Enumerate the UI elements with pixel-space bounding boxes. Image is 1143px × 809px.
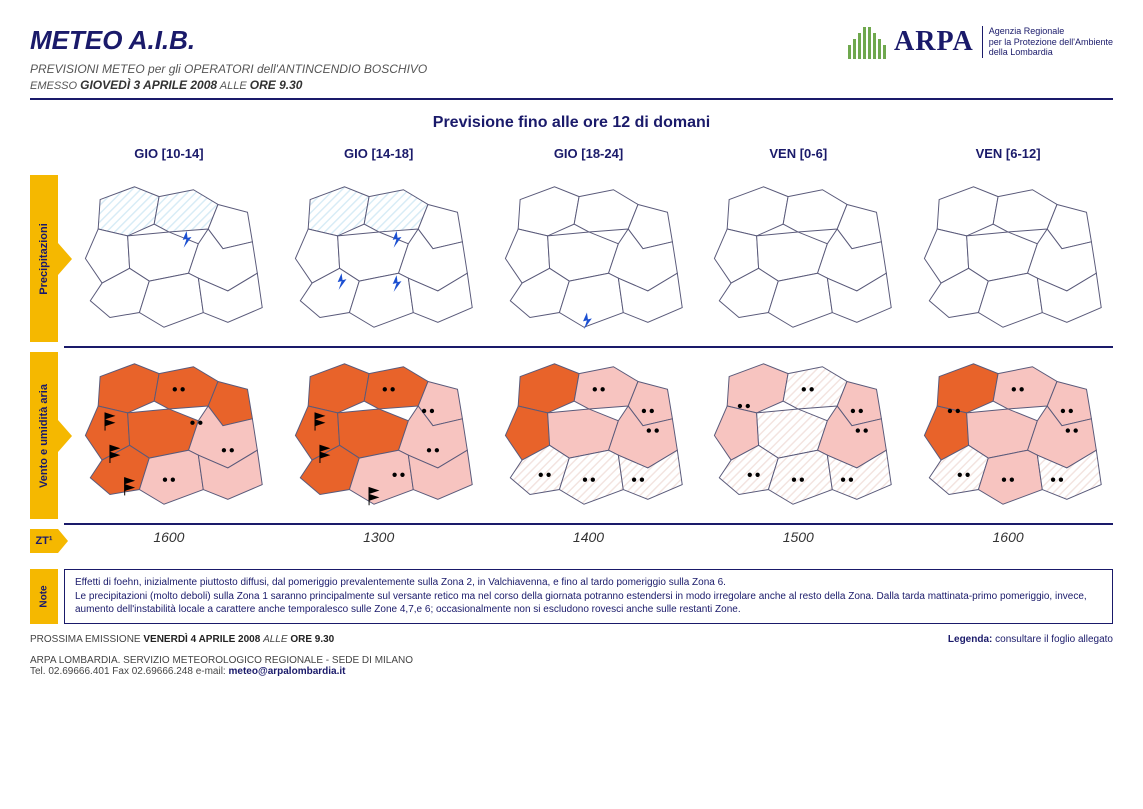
issued-alle: ALLE <box>220 80 247 92</box>
issued-time: ORE 9.30 <box>250 78 303 92</box>
zt-value: 1400 <box>484 525 694 557</box>
note-row: Note Effetti di foehn, inizialmente piut… <box>30 569 1113 624</box>
wind-map <box>64 348 274 523</box>
logo-fullname: Agenzia Regionale per la Protezione dell… <box>982 26 1113 58</box>
forecast-title: Previsione fino alle ore 12 di domani <box>30 114 1113 132</box>
issued-line: EMESSO GIOVEDÌ 3 APRILE 2008 ALLE ORE 9.… <box>30 78 848 92</box>
forecast-grid: GIO [10-14]GIO [14-18]GIO [18-24]VEN [0-… <box>30 142 1113 557</box>
logo-line2: per la Protezione dell'Ambiente <box>989 37 1113 48</box>
wind-map <box>903 348 1113 523</box>
legenda-text: consultare il foglio allegato <box>995 634 1113 645</box>
note-text: Effetti di foehn, inizialmente piuttosto… <box>64 569 1113 624</box>
header-left: METEO A.I.B. PREVISIONI METEO per gli OP… <box>30 25 848 92</box>
zt-value: 1500 <box>693 525 903 557</box>
legenda-label: Legenda: <box>948 634 992 645</box>
zt-value: 1600 <box>64 525 274 557</box>
subtitle: PREVISIONI METEO per gli OPERATORI dell'… <box>30 62 848 76</box>
precip-map <box>484 171 694 346</box>
arpa-logo: ARPA Agenzia Regionale per la Protezione… <box>848 25 1113 59</box>
next-date: VENERDÌ 4 APRILE 2008 <box>143 634 260 645</box>
page-footer: PROSSIMA EMISSIONE VENERDÌ 4 APRILE 2008… <box>30 634 1113 677</box>
next-prefix: PROSSIMA EMISSIONE <box>30 634 141 645</box>
next-alle: ALLE <box>263 634 287 645</box>
row-tab-precip: Precipitazioni <box>30 175 58 342</box>
issued-date: GIOVEDÌ 3 APRILE 2008 <box>80 78 217 92</box>
logo-bars-icon <box>848 25 886 59</box>
footer-left: PROSSIMA EMISSIONE VENERDÌ 4 APRILE 2008… <box>30 634 948 677</box>
precip-map <box>274 171 484 346</box>
legenda: Legenda: consultare il foglio allegato <box>948 634 1113 677</box>
logo-acronym: ARPA <box>894 26 974 58</box>
column-header: GIO [14-18] <box>274 142 484 171</box>
precip-map <box>64 171 274 346</box>
precip-map <box>903 171 1113 346</box>
precip-map <box>693 171 903 346</box>
note-label-text: Note <box>38 585 49 607</box>
next-issue-line: PROSSIMA EMISSIONE VENERDÌ 4 APRILE 2008… <box>30 634 948 645</box>
logo-line3: della Lombardia <box>989 47 1113 58</box>
row-tab-wind: Vento e umidità aria <box>30 352 58 519</box>
column-header: VEN [6-12] <box>903 142 1113 171</box>
column-header: GIO [18-24] <box>484 142 694 171</box>
column-header: VEN [0-6] <box>693 142 903 171</box>
contact-email[interactable]: meteo@arpalombardia.it <box>228 666 345 677</box>
next-time: ORE 9.30 <box>290 634 334 645</box>
contact-prefix: Tel. 02.69666.401 Fax 02.69666.248 e-mai… <box>30 666 226 677</box>
org-line: ARPA LOMBARDIA. SERVIZIO METEOROLOGICO R… <box>30 655 948 666</box>
row-tab-zt: ZT¹ <box>30 529 58 553</box>
wind-map <box>484 348 694 523</box>
wind-map <box>274 348 484 523</box>
main-title: METEO A.I.B. <box>30 25 848 56</box>
zt-value: 1600 <box>903 525 1113 557</box>
logo-line1: Agenzia Regionale <box>989 26 1113 37</box>
contact-line: Tel. 02.69666.401 Fax 02.69666.248 e-mai… <box>30 666 948 677</box>
wind-map <box>693 348 903 523</box>
note-tab: Note <box>30 569 58 624</box>
zt-value: 1300 <box>274 525 484 557</box>
issued-prefix: EMESSO <box>30 80 77 92</box>
page-header: METEO A.I.B. PREVISIONI METEO per gli OP… <box>30 25 1113 100</box>
column-header: GIO [10-14] <box>64 142 274 171</box>
